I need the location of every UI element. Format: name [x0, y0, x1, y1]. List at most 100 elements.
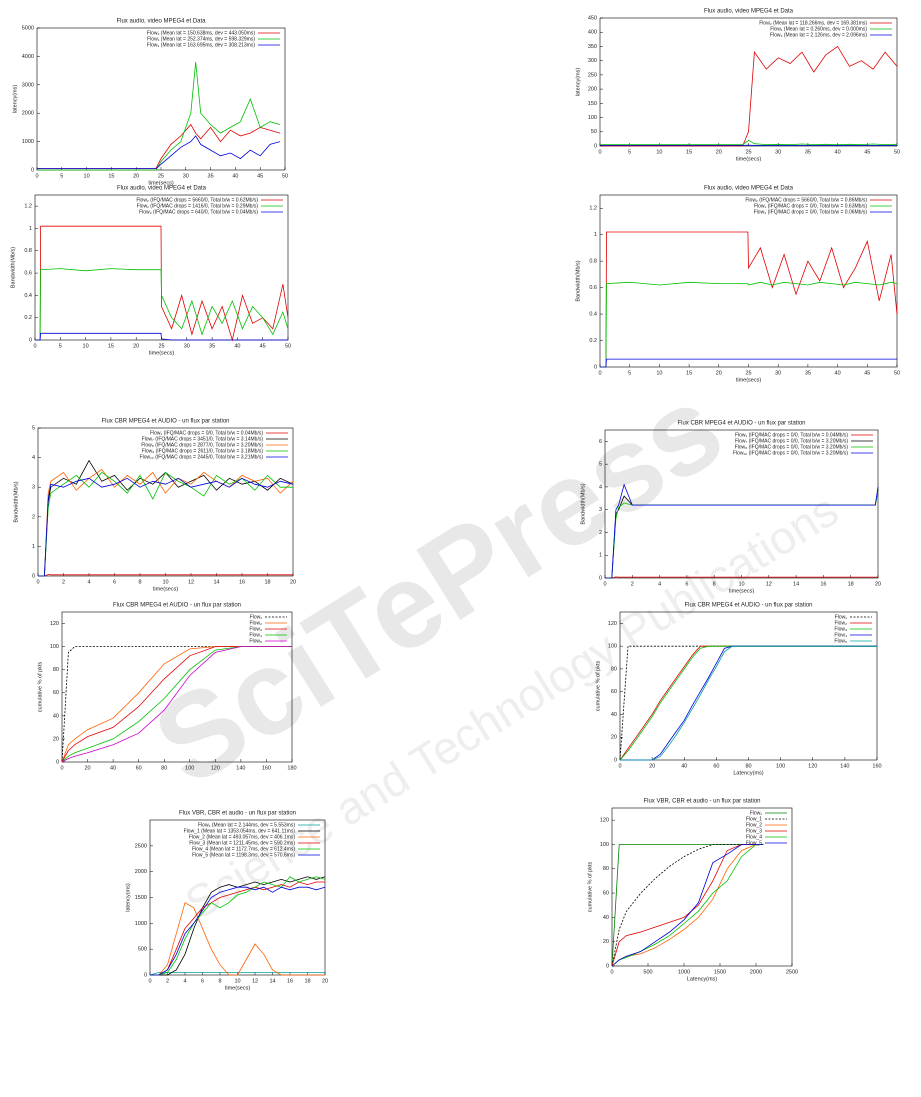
y-tick-label: 400	[588, 30, 597, 36]
y-axis-label: cumulative % of pkts	[587, 862, 593, 913]
series-line	[600, 45, 898, 147]
y-tick-label: 0.6	[24, 271, 32, 277]
legend-label: Flow₁ (Mean lat = 0.260ms, dev = 0.000ms…	[770, 26, 867, 32]
x-tick-label: 30	[183, 173, 189, 179]
x-tick-label: 0	[60, 765, 63, 771]
y-tick-label: 100	[608, 644, 617, 650]
x-tick-label: 0	[603, 581, 606, 587]
x-tick-label: 40	[835, 149, 841, 155]
x-tick-label: 40	[681, 763, 687, 769]
y-tick-label: 40	[611, 712, 617, 718]
legend-label: Flow₁₀ (IFQ/MAC drops = 2445/0, Total b/…	[140, 454, 264, 460]
y-tick-label: 20	[53, 736, 59, 742]
x-tick-label: 18	[848, 581, 854, 587]
y-tick-label: 1	[599, 553, 602, 559]
y-tick-label: 300	[588, 58, 597, 64]
series-line	[611, 844, 764, 967]
y-tick-label: 6	[599, 439, 602, 445]
x-tick-label: 50	[894, 370, 900, 376]
y-tick-label: 60	[611, 689, 617, 695]
x-tick-label: 12	[252, 978, 258, 984]
x-tick-label: 20	[133, 343, 139, 349]
x-tick-label: 2	[62, 579, 65, 585]
y-tick-label: 450	[588, 15, 597, 21]
y-tick-label: 120	[50, 621, 59, 627]
x-tick-label: 45	[864, 149, 870, 155]
x-tick-label: 35	[805, 149, 811, 155]
plot-frame	[36, 27, 286, 171]
legend-label: Flow₁ (IFQ/MAC drops = 0/0, Total b/w = …	[150, 430, 263, 436]
x-tick-label: 0	[33, 343, 36, 349]
x-tick-label: 0	[598, 370, 601, 376]
x-tick-label: 2	[631, 581, 634, 587]
legend-label: Flow_5 (Mean lat = 1198.3ms, dev = 570.6…	[192, 852, 295, 858]
chart-title: Flux audio, video MPEG4 et Data	[704, 9, 794, 15]
y-tick-label: 80	[611, 666, 617, 672]
series-line	[150, 876, 326, 976]
x-tick-label: 2000	[750, 969, 762, 975]
y-tick-label: 40	[53, 713, 59, 719]
plot-frame	[61, 611, 293, 763]
legend-label: Flow₃	[249, 626, 262, 632]
legend-label: Flow₃ (IFQ/MAC drops = 640/0, Total b/w …	[139, 209, 258, 215]
y-tick-label: 0	[32, 573, 35, 579]
legend-label: Flow₈ (IFQ/MAC drops = 0/0, Total b/w = …	[735, 444, 849, 450]
x-tick-label: 35	[208, 173, 214, 179]
x-tick-label: 20	[716, 370, 722, 376]
legend-label: Flow_4 (Mean lat = 1172.7ms, dev = 612.4…	[192, 846, 295, 852]
x-tick-label: 25	[745, 149, 751, 155]
chart-title: Flux audio, video MPEG4 et Data	[704, 186, 794, 192]
x-tick-label: 1000	[678, 969, 690, 975]
legend-label: Flow₃ (Mean lat = 2.126ms, dev = 2.096ms…	[770, 32, 867, 38]
y-axis-label: Bandwidth(Mb/s)	[13, 481, 19, 522]
y-tick-label: 4000	[22, 54, 34, 60]
x-tick-label: 5	[60, 173, 63, 179]
series-line	[38, 468, 294, 577]
y-tick-label: 5000	[22, 25, 34, 31]
x-tick-label: 35	[209, 343, 215, 349]
y-axis-label: Bandwidth(Mb/s)	[575, 260, 581, 301]
x-tick-label: 140	[236, 765, 245, 771]
x-tick-label: 45	[864, 370, 870, 376]
legend-label: Flow_1 (Mean lat = 1353.054ms, dev = 641…	[184, 828, 296, 834]
x-tick-label: 0	[148, 978, 151, 984]
x-tick-label: 16	[287, 978, 293, 984]
x-tick-label: 35	[805, 370, 811, 376]
x-tick-label: 50	[894, 149, 900, 155]
y-tick-label: 80	[53, 667, 59, 673]
x-axis-label: time(secs)	[736, 156, 762, 162]
y-tick-label: 0.8	[24, 248, 32, 254]
series-line	[149, 972, 325, 976]
x-tick-label: 15	[686, 149, 692, 155]
x-tick-label: 120	[808, 763, 817, 769]
y-tick-label: 0	[599, 575, 602, 581]
x-tick-label: 8	[218, 978, 221, 984]
y-tick-label: 0.4	[24, 293, 32, 299]
chart-title: Flux CBR MPEG4 et AUDIO - un flux par st…	[677, 421, 805, 427]
x-tick-label: 6	[685, 581, 688, 587]
x-tick-label: 20	[716, 149, 722, 155]
x-tick-label: 16	[239, 579, 245, 585]
legend-label: Flow₃	[834, 626, 847, 632]
y-tick-label: 2	[599, 530, 602, 536]
series-line	[605, 483, 879, 579]
y-tick-label: 250	[588, 72, 597, 78]
y-axis-label: latency(ms)	[125, 883, 131, 912]
series-line	[38, 459, 294, 577]
y-tick-label: 0.2	[589, 338, 597, 344]
y-tick-label: 100	[50, 644, 59, 650]
x-tick-label: 120	[211, 765, 220, 771]
x-tick-label: 10	[162, 579, 168, 585]
y-tick-label: 0.6	[589, 285, 597, 291]
y-tick-label: 40	[603, 915, 609, 921]
legend-label: Flow_1	[746, 816, 762, 822]
y-axis-label: cumulative % of pkts	[595, 661, 601, 712]
x-tick-label: 25	[158, 343, 164, 349]
x-tick-label: 20	[322, 978, 328, 984]
x-tick-label: 0	[598, 149, 601, 155]
y-axis-label: Bandwidth(Mb/s)	[580, 483, 586, 524]
series-line	[611, 844, 764, 967]
series-line	[37, 123, 281, 169]
x-tick-label: 18	[304, 978, 310, 984]
x-tick-label: 50	[285, 343, 291, 349]
